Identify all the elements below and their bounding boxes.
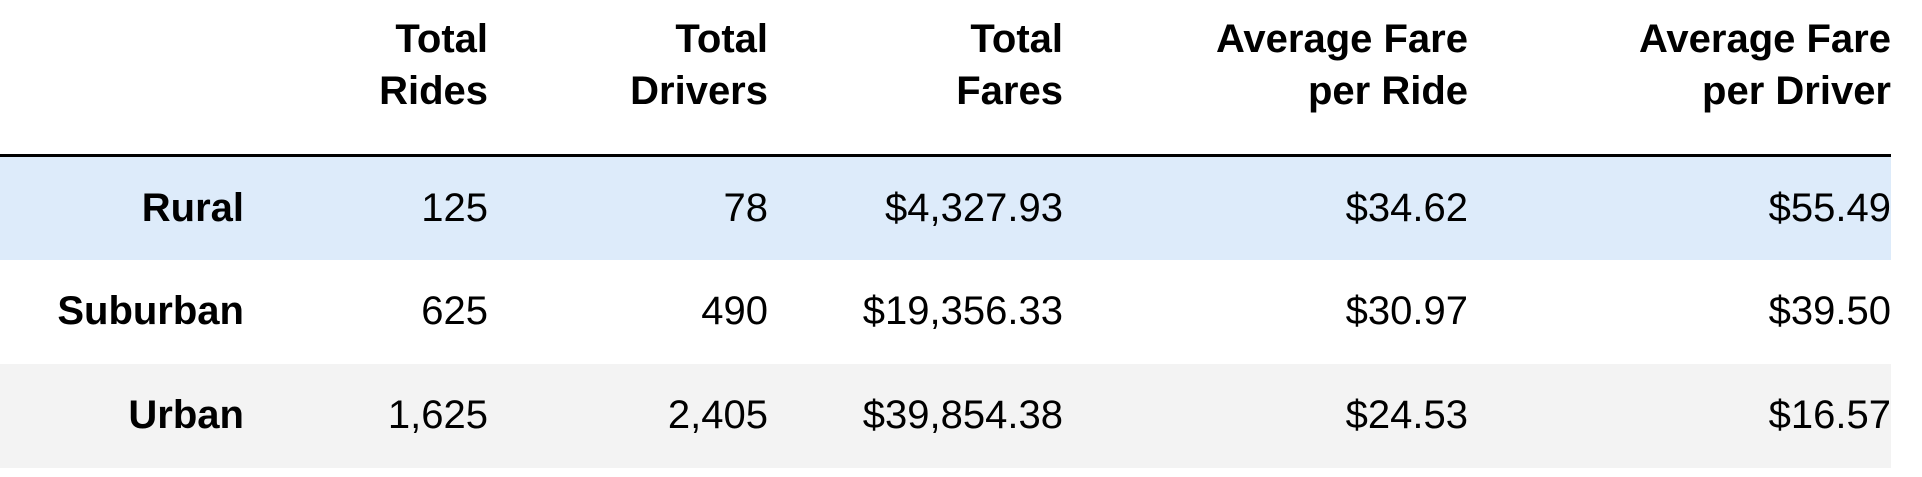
cell-total-drivers: 490 (701, 289, 768, 333)
cell-average-fare-per-driver: $55.49 (1768, 185, 1891, 230)
index-header-blank (0, 0, 244, 156)
table-body: Rural 125 78 $4,327.93 $34.62 $55.49 Sub… (0, 155, 1891, 468)
table-row-suburban: Suburban 625 490 $19,356.33 $30.97 $39.5… (0, 259, 1891, 364)
column-header-total-rides: Total Rides (379, 17, 488, 113)
row-label-urban: Urban (128, 393, 244, 437)
cell-total-fares: $4,327.93 (885, 185, 1063, 230)
column-header-total-drivers: Total Drivers (630, 17, 768, 113)
table-row-urban: Urban 1,625 2,405 $39,854.38 $24.53 $16.… (0, 363, 1891, 468)
cell-total-rides: 1,625 (387, 393, 488, 437)
cell-average-fare-per-ride: $34.62 (1345, 185, 1468, 230)
row-label-rural: Rural (141, 185, 244, 230)
cell-total-rides: 625 (421, 289, 488, 333)
cell-average-fare-per-driver: $39.50 (1768, 289, 1891, 333)
column-header-total-fares: Total Fares (956, 17, 1063, 113)
column-header-average-fare-per-ride: Average Fare per Ride (1216, 17, 1468, 113)
table-row-rural: Rural 125 78 $4,327.93 $34.62 $55.49 (0, 155, 1891, 260)
cell-total-rides: 125 (421, 185, 488, 230)
cell-total-drivers: 78 (723, 185, 769, 230)
cell-average-fare-per-ride: $30.97 (1345, 289, 1468, 333)
city-type-summary-table: Total Rides Total Drivers Total Fares Avera… (0, 0, 1891, 468)
table-header: Total Rides Total Drivers Total Fares Avera… (0, 0, 1891, 156)
cell-average-fare-per-ride: $24.53 (1345, 393, 1468, 437)
cell-total-drivers: 2,405 (667, 393, 768, 437)
cell-total-fares: $39,854.38 (862, 393, 1063, 437)
cell-average-fare-per-driver: $16.57 (1768, 393, 1891, 437)
column-header-average-fare-per-driver: Average Fare per Driver (1639, 17, 1891, 113)
header-row: Total Rides Total Drivers Total Fares Avera… (0, 0, 1891, 156)
row-label-suburban: Suburban (57, 289, 244, 333)
cell-total-fares: $19,356.33 (862, 289, 1063, 333)
